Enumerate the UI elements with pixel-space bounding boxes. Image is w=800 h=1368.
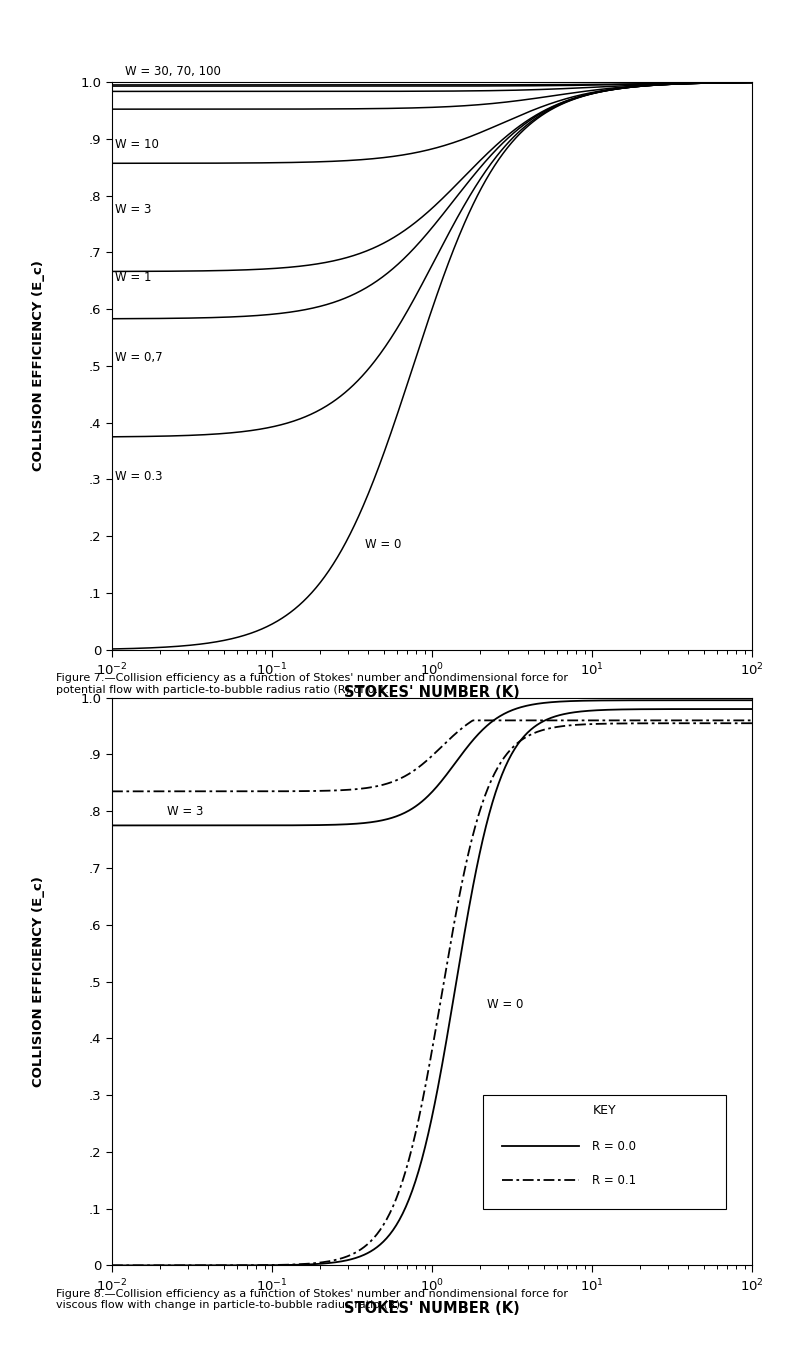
- X-axis label: STOKES' NUMBER (K): STOKES' NUMBER (K): [344, 685, 520, 700]
- Text: W = 30, 70, 100: W = 30, 70, 100: [125, 64, 221, 78]
- Y-axis label: COLLISION EFFICIENCY (E_c): COLLISION EFFICIENCY (E_c): [32, 876, 45, 1088]
- Text: W = 1: W = 1: [115, 271, 152, 285]
- Text: W = 0: W = 0: [486, 997, 523, 1011]
- Text: Figure 7.—Collision efficiency as a function of Stokes' number and nondimensiona: Figure 7.—Collision efficiency as a func…: [56, 673, 568, 695]
- Text: W = 0.3: W = 0.3: [115, 471, 163, 483]
- Text: W = 3: W = 3: [115, 204, 152, 216]
- Text: W = 3: W = 3: [166, 804, 203, 818]
- Text: W = 0: W = 0: [365, 538, 401, 551]
- Text: W = 0,7: W = 0,7: [115, 352, 163, 364]
- Y-axis label: COLLISION EFFICIENCY (E_c): COLLISION EFFICIENCY (E_c): [32, 260, 45, 472]
- Bar: [483, 1094, 726, 1209]
- Text: KEY: KEY: [593, 1104, 617, 1116]
- Text: R = 0.1: R = 0.1: [592, 1174, 636, 1187]
- X-axis label: STOKES' NUMBER (K): STOKES' NUMBER (K): [344, 1301, 520, 1316]
- Text: Figure 8.—Collision efficiency as a function of Stokes' number and nondimensiona: Figure 8.—Collision efficiency as a func…: [56, 1289, 568, 1311]
- Text: W = 10: W = 10: [115, 138, 159, 150]
- Text: R = 0.0: R = 0.0: [592, 1140, 636, 1153]
